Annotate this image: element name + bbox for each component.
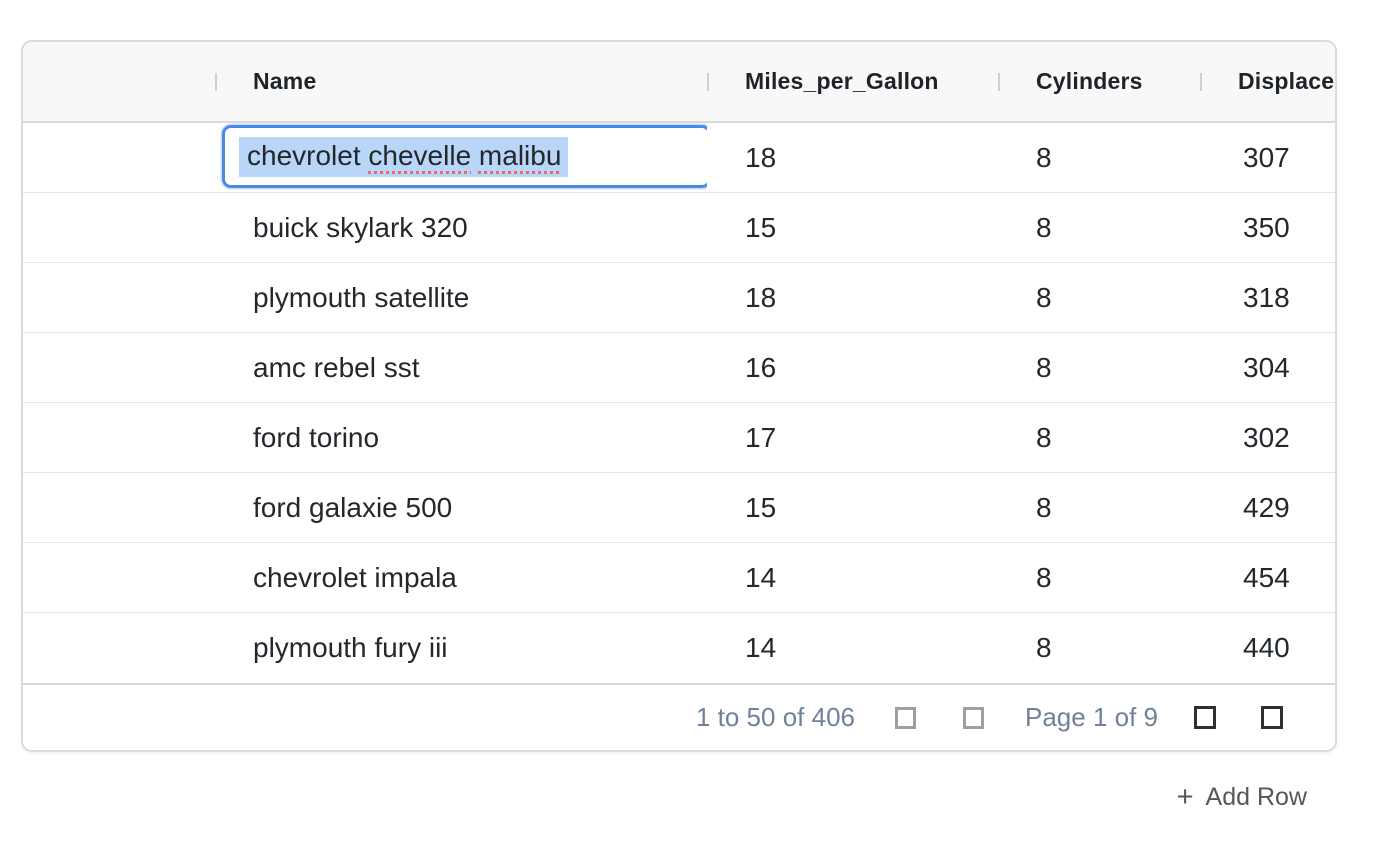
- add-row-label: Add Row: [1205, 783, 1307, 811]
- selected-text: chevrolet chevelle malibu: [239, 136, 569, 177]
- cell-name[interactable]: buick skylark 320: [253, 211, 468, 243]
- row-spacer-cell: [23, 263, 215, 332]
- table-row: ford torino 17 8 302: [23, 403, 1335, 473]
- cell-cylinders[interactable]: 8: [1036, 561, 1052, 593]
- cell-displacement[interactable]: 350: [1243, 211, 1290, 243]
- cell-displacement[interactable]: 304: [1243, 351, 1290, 383]
- table-row: chevrolet chevelle malibu 18 8 307: [23, 123, 1335, 193]
- table-row: chevrolet impala 14 8 454: [23, 543, 1335, 613]
- cell-name[interactable]: amc rebel sst: [253, 351, 420, 383]
- cell-cylinders[interactable]: 8: [1036, 211, 1052, 243]
- header-cell-miles-per-gallon[interactable]: Miles_per_Gallon: [707, 42, 998, 121]
- table-row: amc rebel sst 16 8 304: [23, 333, 1335, 403]
- header-cell-displacement[interactable]: Displacement: [1200, 42, 1335, 121]
- cell-cylinders[interactable]: 8: [1036, 351, 1052, 383]
- row-spacer-cell: [23, 193, 215, 262]
- grid-header-row: Name Miles_per_Gallon Cylinders Displace…: [23, 42, 1335, 123]
- row-spacer-cell: [23, 613, 215, 683]
- row-spacer-cell: [23, 333, 215, 402]
- row-spacer-cell: [23, 123, 215, 192]
- column-resize-handle[interactable]: [998, 72, 1000, 91]
- row-spacer-cell: [23, 473, 215, 542]
- table-row: plymouth satellite 18 8 318: [23, 263, 1335, 333]
- cell-displacement[interactable]: 440: [1243, 632, 1290, 663]
- grid-body: chevrolet chevelle malibu 18 8 307 buick…: [23, 123, 1335, 683]
- column-resize-handle[interactable]: [707, 72, 709, 91]
- page-summary: Page 1 of 9: [1025, 702, 1158, 732]
- cell-name[interactable]: chevrolet impala: [253, 561, 457, 593]
- header-cell-empty: [23, 42, 215, 121]
- table-row: ford galaxie 500 15 8 429: [23, 473, 1335, 543]
- cell-mpg[interactable]: 17: [745, 421, 777, 453]
- column-resize-handle[interactable]: [1200, 72, 1202, 91]
- next-page-icon[interactable]: [1194, 706, 1216, 729]
- cell-mpg[interactable]: 15: [745, 211, 777, 243]
- row-spacer-cell: [23, 403, 215, 472]
- cell-mpg[interactable]: 18: [745, 141, 777, 173]
- row-spacer-cell: [23, 543, 215, 612]
- cell-displacement[interactable]: 318: [1243, 281, 1290, 313]
- header-cell-name[interactable]: Name: [215, 42, 707, 121]
- data-grid: Name Miles_per_Gallon Cylinders Displace…: [21, 40, 1337, 752]
- cell-cylinders[interactable]: 8: [1036, 281, 1052, 313]
- first-page-icon[interactable]: [895, 706, 916, 729]
- row-range-summary: 1 to 50 of 406: [695, 702, 855, 732]
- previous-page-icon[interactable]: [963, 706, 984, 729]
- cell-mpg[interactable]: 15: [745, 491, 777, 523]
- cell-cylinders[interactable]: 8: [1036, 491, 1052, 523]
- cell-displacement[interactable]: 454: [1243, 561, 1290, 593]
- cell-cylinders[interactable]: 8: [1036, 421, 1052, 453]
- cell-mpg[interactable]: 14: [745, 561, 777, 593]
- header-label-displacement: Displacement: [1238, 68, 1335, 94]
- header-cell-cylinders[interactable]: Cylinders: [998, 42, 1200, 121]
- cell-mpg[interactable]: 14: [745, 632, 777, 663]
- cell-displacement[interactable]: 429: [1243, 491, 1290, 523]
- cell-cylinders[interactable]: 8: [1036, 632, 1052, 663]
- header-label-cylinders: Cylinders: [1036, 68, 1143, 94]
- table-row: buick skylark 320 15 8 350: [23, 193, 1335, 263]
- table-row: plymouth fury iii 14 8 440: [23, 613, 1335, 683]
- pagination-bar: 1 to 50 of 406 Page 1 of 9: [23, 683, 1335, 750]
- header-label-miles-per-gallon: Miles_per_Gallon: [745, 68, 939, 94]
- cell-displacement[interactable]: 302: [1243, 421, 1290, 453]
- cell-name[interactable]: ford torino: [253, 421, 380, 453]
- cell-cylinders[interactable]: 8: [1036, 141, 1052, 173]
- cell-displacement[interactable]: 307: [1243, 141, 1290, 173]
- cell-name[interactable]: plymouth satellite: [253, 281, 470, 313]
- cell-name[interactable]: ford galaxie 500: [253, 491, 453, 523]
- column-resize-handle[interactable]: [215, 72, 217, 91]
- header-label-name: Name: [253, 68, 317, 94]
- cell-mpg[interactable]: 18: [745, 281, 777, 313]
- last-page-icon[interactable]: [1261, 706, 1283, 729]
- cell-editor-input[interactable]: chevrolet chevelle malibu: [222, 125, 707, 188]
- add-row-button[interactable]: + Add Row: [1177, 783, 1307, 812]
- plus-icon: +: [1176, 781, 1194, 813]
- cell-name[interactable]: plymouth fury iii: [253, 632, 448, 663]
- cell-mpg[interactable]: 16: [745, 351, 777, 383]
- cell-name-editing[interactable]: chevrolet chevelle malibu: [215, 123, 707, 192]
